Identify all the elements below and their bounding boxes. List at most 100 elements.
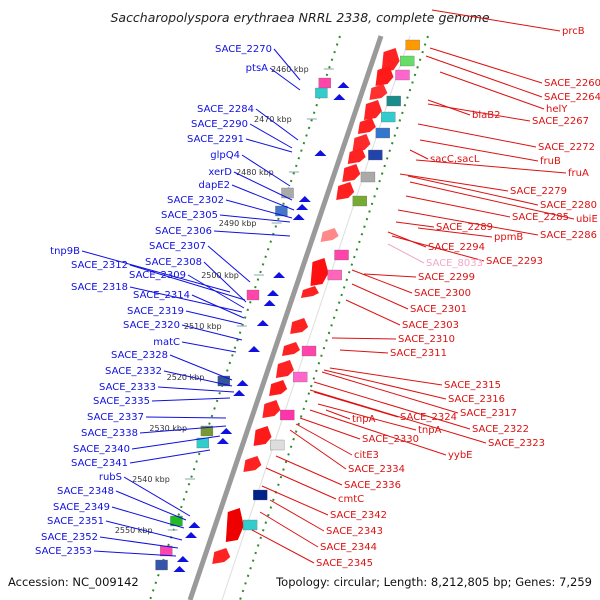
gene-feature-block[interactable] [242,519,258,531]
gene-label-right[interactable]: SACE_2315 [444,380,501,391]
gene-feature-block[interactable] [395,69,410,81]
gene-feature-forward[interactable] [337,82,350,88]
gene-label-right[interactable]: SACE_2317 [460,408,517,419]
gene-feature-block[interactable] [405,39,420,51]
gene-feature-block[interactable] [200,425,214,437]
gene-feature-block[interactable] [217,375,231,387]
gene-feature-forward[interactable] [233,390,246,396]
gene-label-left[interactable]: SACE_2270 [215,44,272,55]
gene-feature-block[interactable] [386,95,401,107]
gene-label-right[interactable]: SACE_2289 [436,222,493,233]
gene-feature-reverse[interactable] [381,48,400,72]
gene-feature-reverse[interactable] [357,118,376,134]
gene-feature-block[interactable] [275,205,288,217]
gene-feature-reverse[interactable] [262,400,281,418]
gene-feature-reverse[interactable] [336,182,355,200]
gene-feature-reverse[interactable] [300,286,319,298]
gene-label-right[interactable]: citE3 [354,450,379,461]
gene-label-right[interactable]: SACE_2342 [330,510,387,521]
gene-feature-forward[interactable] [292,214,305,220]
gene-label-left[interactable]: SACE_2348 [57,486,114,497]
gene-label-right[interactable]: SACE_2311 [390,348,447,359]
gene-label-left[interactable]: SACE_2328 [111,350,168,361]
gene-feature-reverse[interactable] [347,148,366,164]
gene-label-right[interactable]: tnpA [418,425,442,436]
gene-feature-reverse[interactable] [363,100,382,120]
gene-label-right[interactable]: SACE_2322 [472,424,529,435]
gene-feature-forward[interactable] [188,522,201,528]
gene-label-left[interactable]: rubS [99,472,122,483]
gene-feature-forward[interactable] [176,556,189,562]
gene-label-right[interactable]: cmtC [338,494,364,505]
gene-label-left[interactable]: SACE_2333 [99,382,156,393]
gene-label-left[interactable]: SACE_2309 [129,270,186,281]
gene-label-right[interactable]: SACE_2279 [510,186,567,197]
gene-label-left[interactable]: SACE_2312 [71,260,128,271]
gene-label-left[interactable]: SACE_2353 [35,546,92,557]
gene-label-right[interactable]: SACE_2334 [348,464,405,475]
gene-label-right[interactable]: prcB [562,26,585,37]
gene-feature-reverse[interactable] [290,318,309,334]
gene-feature-forward[interactable] [236,380,249,386]
gene-feature-reverse[interactable] [352,134,371,152]
gene-feature-forward[interactable] [256,320,269,326]
gene-label-right[interactable]: tnpA [352,414,376,425]
gene-label-right[interactable]: SACE_2344 [320,542,377,553]
gene-label-right[interactable]: sacC,sacL [430,154,480,165]
gene-feature-reverse[interactable] [369,84,388,100]
gene-label-left[interactable]: dapE2 [198,180,230,191]
gene-feature-reverse[interactable] [282,342,301,356]
gene-label-left[interactable]: SACE_2306 [155,226,212,237]
gene-label-left[interactable]: ptsA [246,63,268,74]
gene-feature-reverse[interactable] [225,508,244,542]
gene-label-left[interactable]: SACE_2332 [105,366,162,377]
gene-label-right[interactable]: SACE_2267 [532,116,589,127]
gene-label-right[interactable]: SACE_2316 [448,394,505,405]
gene-label-left[interactable]: SACE_2319 [127,306,184,317]
gene-label-left[interactable]: SACE_2302 [167,195,224,206]
gene-feature-reverse[interactable] [310,258,329,286]
gene-feature-reverse[interactable] [320,228,339,242]
gene-label-left[interactable]: SACE_2349 [53,502,110,513]
gene-label-right[interactable]: SACE_2345 [316,558,373,569]
gene-feature-forward[interactable] [216,438,229,444]
gene-label-right[interactable]: SACE_2323 [488,438,545,449]
gene-feature-block[interactable] [280,409,295,421]
gene-feature-forward[interactable] [248,346,261,352]
gene-label-right[interactable]: SACE_2293 [486,256,543,267]
gene-feature-reverse[interactable] [253,426,272,446]
gene-label-right[interactable]: SACE_2303 [402,320,459,331]
gene-feature-block[interactable] [368,149,383,161]
gene-label-left[interactable]: glpQ4 [210,150,240,161]
gene-feature-forward[interactable] [296,204,309,210]
gene-label-left[interactable]: SACE_2340 [73,444,130,455]
gene-label-right[interactable]: SACE_2324 [400,412,457,423]
gene-label-right[interactable]: yybE [448,450,473,461]
gene-label-left[interactable]: tnp9B [50,246,80,257]
gene-label-right[interactable]: SACE_2294 [428,242,485,253]
gene-feature-block[interactable] [360,171,376,183]
gene-label-right[interactable]: SACE_2285 [512,212,569,223]
gene-label-left[interactable]: SACE_2351 [47,516,104,527]
gene-label-right[interactable]: SACE_2280 [540,200,597,211]
gene-label-left[interactable]: SACE_2318 [71,282,128,293]
gene-feature-block[interactable] [318,77,331,89]
gene-label-right[interactable]: SACE_2260 [544,78,600,89]
gene-feature-forward[interactable] [173,566,186,572]
gene-feature-block[interactable] [301,345,317,357]
gene-feature-block[interactable] [155,559,168,571]
gene-label-right[interactable]: fruA [568,168,589,179]
gene-label-right[interactable]: ubiE [576,214,598,225]
gene-label-left[interactable]: SACE_2305 [161,210,218,221]
gene-label-right[interactable]: SACE_2330 [362,434,419,445]
gene-feature-forward[interactable] [298,196,311,202]
gene-label-right[interactable]: SACE_2343 [326,526,383,537]
gene-feature-forward[interactable] [273,272,286,278]
gene-label-right[interactable]: SACE_2310 [398,334,455,345]
gene-label-left[interactable]: SACE_2338 [81,428,138,439]
gene-label-left[interactable]: SACE_2341 [71,458,128,469]
gene-label-left[interactable]: xerD [208,167,232,178]
gene-feature-block[interactable] [196,437,210,449]
gene-feature-forward[interactable] [266,290,279,296]
gene-feature-block[interactable] [160,545,173,557]
